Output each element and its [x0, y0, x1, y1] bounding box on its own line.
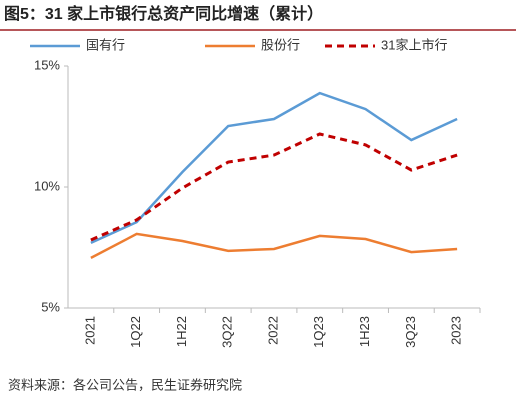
x-tick-label: 3Q23: [403, 316, 418, 348]
series-line: [90, 232, 458, 260]
series-line: [90, 132, 458, 242]
source-note: 资料来源：各公司公告，民生证券研究院: [8, 377, 242, 392]
y-tick-label: 15%: [34, 57, 60, 72]
legend-label: 股份行: [261, 37, 300, 52]
x-tick-label: 2021: [82, 316, 97, 345]
chart-title: 图5：31 家上市银行总资产同比增速（累计）: [4, 4, 323, 23]
x-tick-label: 2023: [449, 316, 464, 345]
x-tick-label: 1H22: [174, 316, 189, 347]
legend-label: 国有行: [86, 37, 125, 52]
y-tick-label: 5%: [41, 299, 60, 314]
y-tick-label: 10%: [34, 178, 60, 193]
x-tick-label: 2022: [265, 316, 280, 345]
legend-label: 31家上市行: [381, 37, 447, 52]
series-line: [90, 91, 458, 245]
x-tick-label: 1Q23: [311, 316, 326, 348]
x-tick-label: 1Q22: [128, 316, 143, 348]
x-tick-label: 1H23: [357, 316, 372, 347]
x-tick-label: 3Q22: [220, 316, 235, 348]
